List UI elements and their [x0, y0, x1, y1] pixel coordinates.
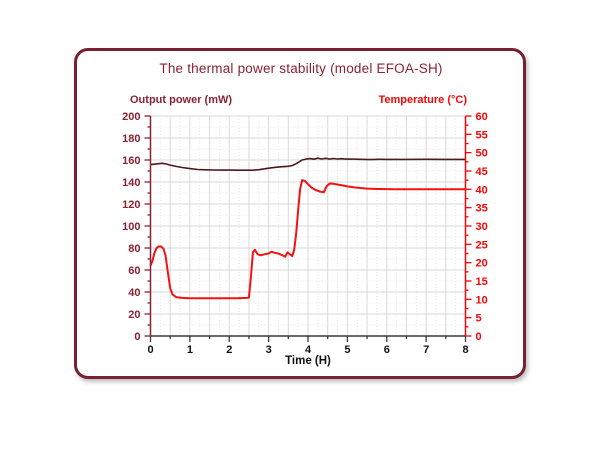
right-axis-tick-label: 30	[476, 221, 488, 233]
right-axis-tick-label: 35	[476, 203, 488, 215]
right-axis-tick-label: 20	[476, 258, 488, 270]
right-axis-tick-label: 25	[476, 239, 488, 251]
right-axis-title: Temperature (°C)	[378, 94, 467, 106]
x-axis-tick-label: 6	[384, 344, 390, 356]
left-axis-tick-label: 180	[122, 133, 140, 145]
x-axis-tick-label: 1	[187, 344, 193, 356]
left-axis-tick-label: 20	[128, 309, 140, 321]
x-axis-tick-label: 5	[344, 344, 350, 356]
chart-frame	[74, 48, 526, 379]
right-axis-tick-label: 60	[476, 111, 488, 123]
left-axis-tick-label: 60	[128, 265, 140, 277]
x-axis-title: Time (H)	[285, 355, 331, 367]
left-axis-title: Output power (mW)	[130, 94, 233, 106]
left-axis-tick-label: 0	[134, 331, 140, 343]
left-axis-tick-label: 200	[122, 111, 140, 123]
left-axis-tick-label: 80	[128, 243, 140, 255]
right-axis-tick-label: 15	[476, 276, 488, 288]
right-axis-tick-label: 50	[476, 148, 488, 160]
x-axis-tick-label: 4	[305, 344, 312, 356]
x-axis-tick-label: 2	[226, 344, 232, 356]
left-axis-tick-label: 100	[122, 221, 140, 233]
right-axis-tick-label: 40	[476, 184, 488, 196]
left-axis-tick-label: 160	[122, 155, 140, 167]
x-axis-tick-label: 3	[266, 344, 272, 356]
chart-title: The thermal power stability (model EFOA-…	[159, 61, 443, 76]
left-axis-tick-label: 140	[122, 177, 140, 189]
right-axis-tick-label: 55	[476, 129, 488, 141]
right-axis-tick-label: 10	[476, 294, 488, 306]
left-axis-tick-label: 40	[128, 287, 140, 299]
series-line-0	[150, 157, 466, 171]
right-axis-tick-label: 0	[476, 331, 482, 343]
left-axis-tick-label: 120	[122, 199, 140, 211]
right-axis-tick-label: 5	[476, 313, 482, 325]
right-axis-tick-label: 45	[476, 166, 488, 178]
x-axis-tick-label: 0	[147, 344, 153, 356]
x-axis-tick-label: 7	[423, 344, 429, 356]
x-axis-tick-label: 8	[462, 344, 468, 356]
series-line-1	[149, 179, 466, 300]
